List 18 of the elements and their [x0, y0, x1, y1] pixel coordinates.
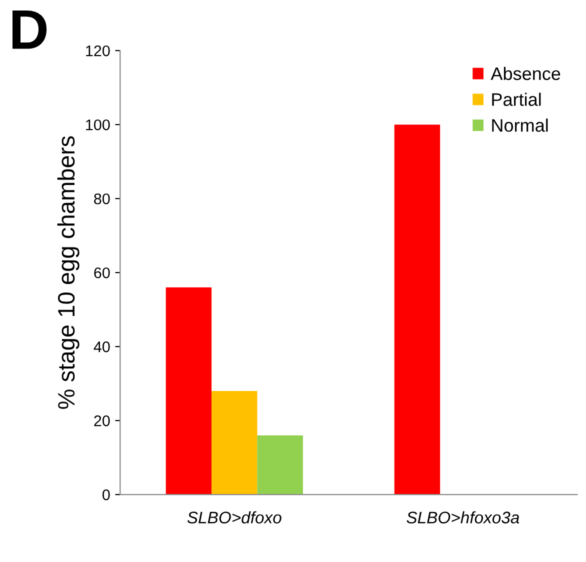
y-tick-label: 0 — [102, 489, 110, 500]
y-tick-label: 100 — [86, 119, 110, 130]
legend-label: Normal — [492, 118, 548, 132]
x-tick-label: SLBO>hfoxo3a — [406, 511, 520, 524]
bar — [257, 435, 303, 495]
bar — [212, 390, 258, 495]
bar — [166, 287, 212, 495]
y-tick-label: 60 — [94, 267, 110, 278]
text: D — [12, 10, 47, 49]
y-tick-label: 80 — [94, 193, 110, 204]
y-tick-label: 40 — [94, 341, 110, 352]
y-tick-label: 120 — [86, 45, 110, 56]
y-axis-title: % stage 10 egg chambers — [57, 136, 80, 409]
bar — [394, 124, 440, 495]
legend-label: Partial — [492, 92, 541, 106]
y-tick-label: 20 — [94, 415, 110, 426]
x-tick-label: SLBO>dfoxo — [187, 511, 282, 524]
legend-label: Absence — [490, 66, 560, 80]
